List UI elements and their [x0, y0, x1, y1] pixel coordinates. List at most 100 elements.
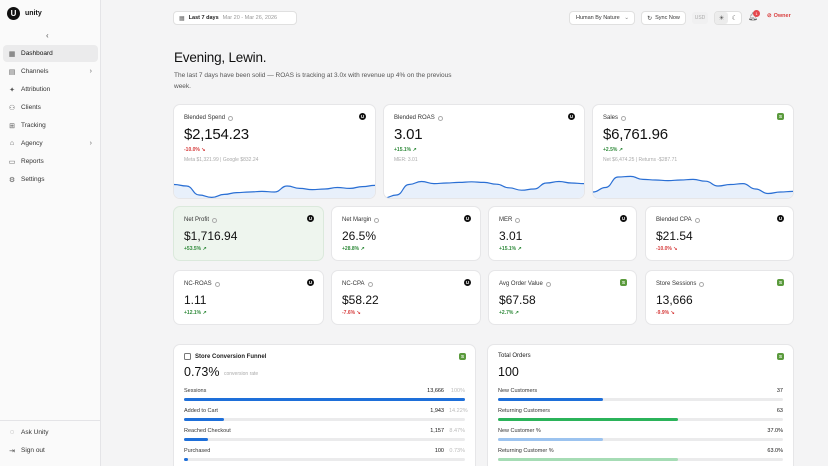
sidebar-item-settings[interactable]: ⚙ Settings	[3, 171, 98, 188]
sales-card[interactable]: Sales S $6,761.96 +2.5% ↗ Net $6,474.25 | Re…	[592, 104, 794, 199]
funnel-row-label: Reached Checkout	[184, 428, 231, 434]
nc-roas-card[interactable]: NC-ROAS U 1.11 +12.1% ↗	[173, 270, 324, 325]
chevron-right-icon: ›	[89, 68, 92, 75]
role-badge[interactable]: ⊘ Owner	[767, 13, 791, 19]
info-icon[interactable]	[367, 281, 373, 287]
date-range-button[interactable]: ▦ Last 7 days Mar 20 - Mar 26, 2026	[173, 11, 297, 25]
orders-card: Total Orders S 100 New Customers 37 Return…	[487, 344, 794, 466]
sidebar-item-sign-out[interactable]: ⇥ Sign out	[3, 442, 98, 459]
conversion-rate-label: conversion rate	[224, 371, 259, 377]
shopify-icon: S	[620, 279, 627, 286]
sidebar-item-channels[interactable]: ▤ Channels ›	[3, 63, 98, 80]
orders-row-new-customer-: New Customer % 37.0%	[498, 428, 783, 446]
info-icon[interactable]	[621, 115, 627, 121]
delta-value: +12.1%	[184, 310, 202, 316]
theme-toggle[interactable]: ☀ ☾	[714, 11, 742, 25]
funnel-card: Store Conversion Funnel S 0.73% conversi…	[173, 344, 476, 466]
sidebar-item-clients[interactable]: ⚇ Clients	[3, 99, 98, 116]
net-profit-card[interactable]: Net Profit U $1,716.94 +53.5% ↗	[173, 206, 324, 261]
building-icon: ⌂	[9, 140, 15, 147]
blended-cpa-card[interactable]: Blended CPA U $21.54 -10.0% ↘	[645, 206, 794, 261]
nc-roas-label: NC-ROAS	[184, 281, 212, 287]
delta-badge: -10.0% ↘	[656, 246, 677, 252]
funnel-row-value-group: 13,666 100%	[427, 388, 465, 394]
sidebar-item-reports[interactable]: ▭ Reports	[3, 153, 98, 170]
orders-bar-track	[498, 418, 783, 421]
avg-order-value-card[interactable]: Avg Order Value S $67.58 +2.7% ↗	[488, 270, 637, 325]
moon-icon[interactable]: ☾	[731, 15, 738, 22]
bell-icon[interactable]: 🔔︎	[748, 12, 759, 21]
blended-spend-value: $2,154.23	[184, 126, 249, 143]
info-icon[interactable]	[214, 281, 220, 287]
orders-row-label: New Customer %	[498, 428, 541, 434]
info-icon[interactable]	[699, 281, 705, 287]
store-select[interactable]: Human By Nature ⌄	[569, 11, 635, 25]
info-icon[interactable]	[545, 281, 551, 287]
orders-bar-track	[498, 398, 783, 401]
delta-value: -10.0%	[656, 246, 672, 252]
sparkline-area	[384, 181, 584, 198]
funnel-bar-fill	[184, 458, 189, 461]
store-sessions-card[interactable]: Store Sessions S 13,666 -9.9% ↘	[645, 270, 794, 325]
funnel-row-count: 1,943	[430, 408, 444, 414]
blended-cpa-label: Blended CPA	[656, 217, 692, 223]
delta-badge: +15.1% ↗	[499, 246, 522, 252]
nc-roas-value: 1.11	[184, 293, 207, 307]
funnel-row-count: 1,157	[430, 428, 444, 434]
date-range-label: Last 7 days	[188, 15, 219, 21]
mer-card[interactable]: MER U 3.01 +15.1% ↗	[488, 206, 637, 261]
delta-badge: +53.5% ↗	[184, 246, 207, 252]
orders-row-value: 37.0%	[767, 428, 783, 434]
nc-cpa-label: NC-CPA	[342, 281, 365, 287]
info-icon[interactable]	[374, 217, 380, 223]
sidebar-item-label: Reports	[21, 158, 44, 165]
sidebar-item-ask-unity[interactable]: ◌ Ask Unity	[3, 424, 98, 441]
info-icon[interactable]	[437, 115, 443, 121]
sidebar-item-dashboard[interactable]: ▦ Dashboard	[3, 45, 98, 62]
funnel-bar-track	[184, 438, 465, 441]
role-label: Owner	[773, 13, 791, 19]
net-margin-label-row: Net Margin	[342, 217, 380, 223]
layers-icon: ▤	[8, 68, 16, 76]
sun-icon[interactable]: ☀	[715, 12, 728, 24]
chevron-down-icon: ⌄	[624, 15, 629, 21]
blended-cpa-value: $21.54	[656, 229, 693, 243]
unity-icon: U	[307, 279, 314, 286]
funnel-title: Store Conversion Funnel	[195, 353, 267, 360]
info-icon[interactable]	[694, 217, 700, 223]
sidebar-item-label: Agency	[21, 140, 43, 147]
info-icon[interactable]	[212, 217, 218, 223]
info-icon[interactable]	[515, 217, 521, 223]
store-sessions-label: Store Sessions	[656, 281, 697, 287]
brand[interactable]: U unity	[7, 7, 42, 20]
chat-icon: ◌	[9, 429, 15, 436]
net-profit-label: Net Profit	[184, 217, 210, 223]
blended-spend-sparkline	[174, 183, 375, 198]
tracking-icon: ⊞	[9, 122, 15, 130]
funnel-bar-fill	[184, 398, 465, 401]
delta-value: -9.9%	[656, 310, 670, 316]
trend-up-icon: ↗	[201, 246, 207, 252]
delta-badge: -10.0% ↘	[184, 147, 205, 153]
unity-logo-icon: U	[7, 7, 20, 20]
avg-order-value-label-row: Avg Order Value	[499, 281, 551, 287]
funnel-row-value-group: 100 0.73%	[435, 448, 465, 454]
blended-roas-card[interactable]: Blended ROAS U 3.01 +15.1% ↗ MER: 3.01	[383, 104, 585, 199]
net-margin-card[interactable]: Net Margin U 26.5% +28.8% ↗	[331, 206, 481, 261]
info-icon[interactable]	[228, 115, 234, 121]
sidebar-item-agency[interactable]: ⌂ Agency ›	[3, 135, 98, 152]
nc-cpa-card[interactable]: NC-CPA U $58.22 -7.6% ↘	[331, 270, 481, 325]
nc-cpa-value: $58.22	[342, 293, 379, 307]
trend-up-icon: ↗	[617, 147, 623, 153]
shield-icon: ⊘	[767, 13, 772, 19]
sidebar-nav: ▦ Dashboard ▤ Channels › ✦ Attribution ⚇ Clients…	[3, 45, 98, 189]
sync-now-button[interactable]: ↻ Sync Now	[641, 11, 686, 25]
sidebar-item-attribution[interactable]: ✦ Attribution	[3, 81, 98, 98]
blended-spend-breakdown: Meta $1,321.99 | Google $832.24	[184, 157, 259, 163]
chevron-left-icon[interactable]: ‹	[46, 31, 49, 40]
currency-badge[interactable]: USD	[692, 12, 708, 24]
date-range-dates: Mar 20 - Mar 26, 2026	[222, 15, 278, 21]
sidebar-item-tracking[interactable]: ⊞ Tracking	[3, 117, 98, 134]
delta-value: +15.1%	[499, 246, 517, 252]
blended-spend-card[interactable]: Blended Spend U $2,154.23 -10.0% ↘ Meta $1,3…	[173, 104, 376, 199]
